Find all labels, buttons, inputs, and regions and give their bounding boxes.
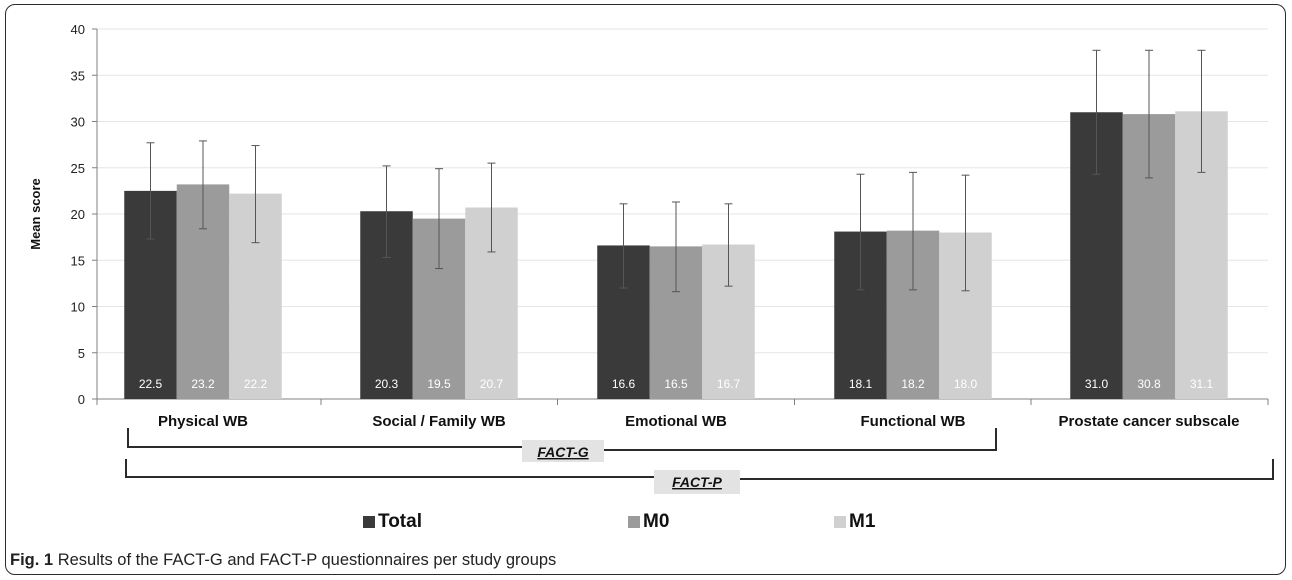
y-tick-label: 10 — [71, 300, 85, 315]
caption-text: Results of the FACT-G and FACT-P questio… — [57, 551, 557, 569]
y-tick-label: 35 — [71, 68, 85, 83]
legend-swatch-total — [363, 516, 375, 528]
legend-label-m0: M0 — [643, 511, 670, 532]
y-tick-label: 20 — [71, 207, 85, 222]
data-label: 31.0 — [1085, 377, 1109, 391]
legend-item-m1: M1 — [834, 510, 875, 534]
caption-label: Fig. 1 — [10, 551, 54, 569]
legend-item-m0: M0 — [628, 510, 669, 534]
data-label: 16.7 — [717, 377, 741, 391]
fact-p-bracket-right — [740, 459, 1274, 480]
data-label: 23.2 — [191, 377, 215, 391]
data-label: 31.1 — [1190, 377, 1214, 391]
data-label: 22.2 — [244, 377, 268, 391]
data-label: 16.5 — [664, 377, 688, 391]
x-category-label: Prostate cancer subscale — [1059, 413, 1240, 430]
figure-caption: Fig. 1 Results of the FACT-G and FACT-P … — [10, 551, 556, 570]
data-label: 19.5 — [427, 377, 451, 391]
legend-swatch-m1 — [834, 516, 846, 528]
fact-p-label: FACT-P — [672, 474, 722, 490]
data-label: 20.7 — [480, 377, 504, 391]
legend-swatch-m0 — [628, 516, 640, 528]
fact-g-label: FACT-G — [537, 444, 588, 460]
y-tick-label: 15 — [71, 253, 85, 268]
data-label: 18.1 — [849, 377, 873, 391]
data-label: 20.3 — [375, 377, 399, 391]
y-axis-label: Mean score — [28, 178, 43, 250]
legend-label-m1: M1 — [849, 511, 876, 532]
data-label: 30.8 — [1137, 377, 1161, 391]
legend-item-total: Total — [363, 510, 422, 534]
x-category-label: Emotional WB — [625, 413, 727, 430]
fact-p-bracket-left — [125, 459, 654, 478]
y-tick-label: 5 — [78, 346, 85, 361]
data-label: 22.5 — [139, 377, 163, 391]
x-category-label: Functional WB — [861, 413, 966, 430]
data-label: 16.6 — [612, 377, 636, 391]
fact-g-bracket-left — [127, 428, 522, 448]
fact-p-label-box — [654, 470, 740, 494]
bar-chart: 0 5 10 15 20 25 30 35 40 Mean score 22.5 20.3 16.6 18… — [28, 22, 1274, 494]
data-label: 18.0 — [954, 377, 978, 391]
x-category-label: Social / Family WB — [372, 413, 506, 430]
y-tick-label: 40 — [71, 22, 85, 37]
legend-label-total: Total — [378, 511, 422, 532]
data-label: 18.2 — [901, 377, 925, 391]
x-category-label: Physical WB — [158, 413, 248, 430]
fact-g-label-box — [522, 440, 604, 462]
fact-g-bracket-right — [604, 428, 997, 451]
y-tick-label: 25 — [71, 161, 85, 176]
figure-frame — [5, 4, 1286, 575]
y-tick-label: 0 — [78, 392, 85, 407]
y-tick-label: 30 — [71, 115, 85, 130]
